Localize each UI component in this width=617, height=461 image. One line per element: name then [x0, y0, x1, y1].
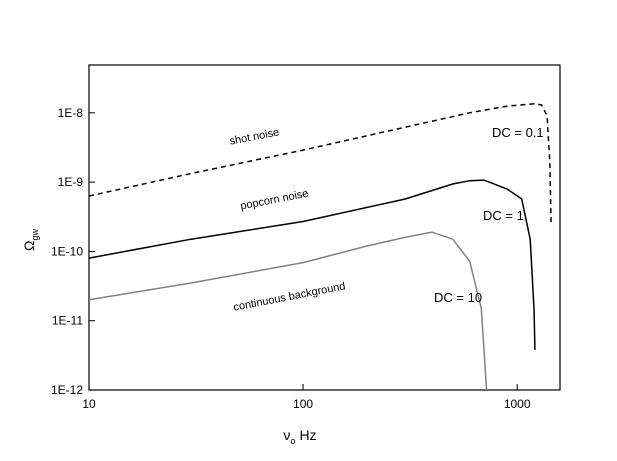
x-tick-label: 1000 [504, 397, 531, 411]
series-label: shot noise [229, 126, 281, 147]
x-tick-label: 100 [293, 397, 313, 411]
y-label-sub: gw [30, 229, 40, 241]
annotation: DC = 1 [483, 208, 524, 223]
x-label-sub: o [290, 436, 295, 446]
series-label: continuous background [232, 280, 346, 313]
x-label-main: ν [283, 427, 290, 443]
x-label-unit: Hz [299, 427, 316, 443]
y-tick-label: 1E-12 [51, 383, 83, 397]
x-axis-label: νo Hz [283, 427, 316, 446]
x-tick-label: 10 [82, 397, 96, 411]
y-axis-label: Ωgw [21, 229, 40, 251]
y-tick-label: 1E-8 [58, 106, 84, 120]
series-line [88, 231, 488, 391]
series-line [88, 179, 536, 350]
y-label-main: Ω [21, 241, 37, 251]
series-label: popcorn noise [239, 188, 309, 213]
annotation: DC = 0.1 [492, 125, 544, 140]
y-tick-label: 1E-11 [52, 314, 83, 328]
series-line [88, 103, 552, 224]
y-tick-label: 1E-10 [51, 244, 83, 258]
plot-frame [88, 64, 561, 391]
annotation: DC = 10 [434, 290, 482, 305]
y-tick-label: 1E-9 [58, 175, 84, 189]
